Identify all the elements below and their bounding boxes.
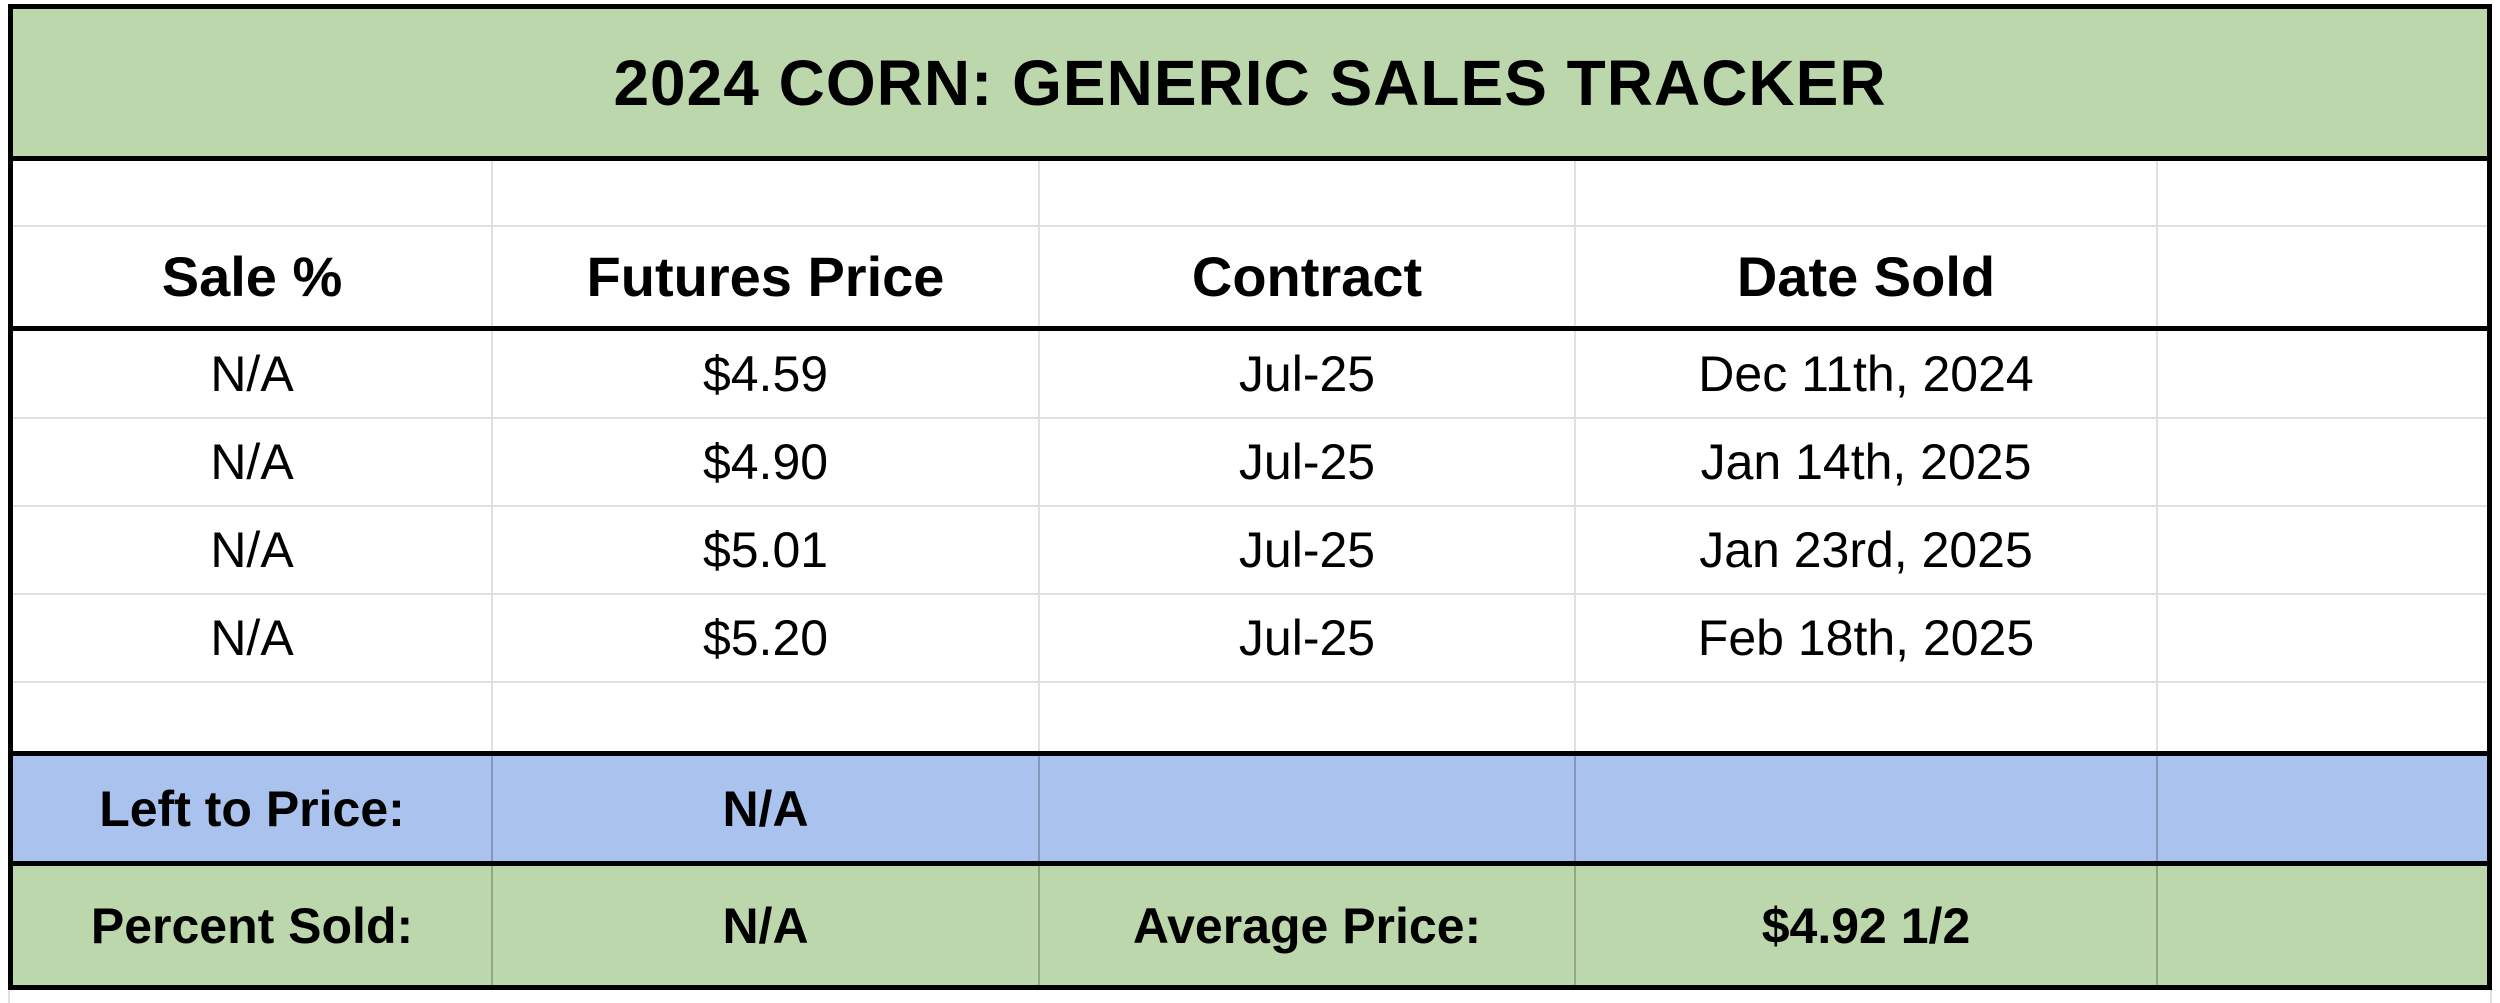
spacer-row bbox=[13, 161, 2487, 227]
average-price-value[interactable]: $4.92 1/2 bbox=[1576, 866, 2158, 985]
empty-cell[interactable] bbox=[2158, 683, 2487, 751]
column-header-futures-price[interactable]: Futures Price bbox=[493, 227, 1040, 326]
cell-sale-pct[interactable]: N/A bbox=[13, 595, 493, 683]
empty-cell[interactable] bbox=[493, 683, 1040, 751]
empty-cell[interactable] bbox=[2158, 507, 2487, 595]
empty-cell[interactable] bbox=[1576, 756, 2158, 861]
empty-cell[interactable] bbox=[1576, 161, 2158, 227]
cell-contract[interactable]: Jul-25 bbox=[1040, 331, 1576, 419]
empty-cell[interactable] bbox=[2158, 756, 2487, 861]
cell-contract[interactable]: Jul-25 bbox=[1040, 419, 1576, 507]
average-price-label[interactable]: Average Price: bbox=[1040, 866, 1576, 985]
cell-futures-price[interactable]: $5.01 bbox=[493, 507, 1040, 595]
left-to-price-value[interactable]: N/A bbox=[493, 756, 1040, 861]
empty-cell[interactable] bbox=[2158, 419, 2487, 507]
empty-cell[interactable] bbox=[13, 683, 493, 751]
cell-futures-price[interactable]: $4.90 bbox=[493, 419, 1040, 507]
header-row: Sale % Futures Price Contract Date Sold bbox=[13, 227, 2487, 331]
cell-date-sold[interactable]: Jan 14th, 2025 bbox=[1576, 419, 2158, 507]
empty-cell[interactable] bbox=[2158, 331, 2487, 419]
empty-cell[interactable] bbox=[1040, 756, 1576, 861]
empty-cell[interactable] bbox=[1040, 161, 1576, 227]
cell-sale-pct[interactable]: N/A bbox=[13, 419, 493, 507]
empty-cell[interactable] bbox=[1040, 683, 1576, 751]
cell-futures-price[interactable]: $4.59 bbox=[493, 331, 1040, 419]
cell-futures-price[interactable]: $5.20 bbox=[493, 595, 1040, 683]
left-to-price-label[interactable]: Left to Price: bbox=[13, 756, 493, 861]
percent-sold-value[interactable]: N/A bbox=[493, 866, 1040, 985]
percent-sold-row: Percent Sold: N/A Average Price: $4.92 1… bbox=[13, 866, 2487, 985]
table-row: N/A $5.20 Jul-25 Feb 18th, 2025 bbox=[13, 595, 2487, 683]
table-title-row: 2024 CORN: GENERIC SALES TRACKER bbox=[13, 9, 2487, 161]
column-header-date-sold[interactable]: Date Sold bbox=[1576, 227, 2158, 326]
cell-date-sold[interactable]: Jan 23rd, 2025 bbox=[1576, 507, 2158, 595]
empty-cell[interactable] bbox=[493, 161, 1040, 227]
cell-date-sold[interactable]: Dec 11th, 2024 bbox=[1576, 331, 2158, 419]
empty-cell[interactable] bbox=[2158, 595, 2487, 683]
cell-date-sold[interactable]: Feb 18th, 2025 bbox=[1576, 595, 2158, 683]
table-row: N/A $4.90 Jul-25 Jan 14th, 2025 bbox=[13, 419, 2487, 507]
empty-cell[interactable] bbox=[1576, 683, 2158, 751]
left-to-price-row: Left to Price: N/A bbox=[13, 751, 2487, 866]
empty-cell[interactable] bbox=[2158, 161, 2487, 227]
sales-tracker-table: 2024 CORN: GENERIC SALES TRACKER Sale % … bbox=[8, 4, 2492, 990]
cell-sale-pct[interactable]: N/A bbox=[13, 507, 493, 595]
cell-contract[interactable]: Jul-25 bbox=[1040, 595, 1576, 683]
gridline-stub bbox=[2490, 990, 2492, 1003]
spacer-row bbox=[13, 683, 2487, 751]
table-row: N/A $4.59 Jul-25 Dec 11th, 2024 bbox=[13, 331, 2487, 419]
empty-cell[interactable] bbox=[13, 161, 493, 227]
table-row: N/A $5.01 Jul-25 Jan 23rd, 2025 bbox=[13, 507, 2487, 595]
page-title: 2024 CORN: GENERIC SALES TRACKER bbox=[613, 46, 1887, 119]
column-header-contract[interactable]: Contract bbox=[1040, 227, 1576, 326]
gridline-stub bbox=[8, 990, 10, 1003]
column-header-empty[interactable] bbox=[2158, 227, 2487, 326]
percent-sold-label[interactable]: Percent Sold: bbox=[13, 866, 493, 985]
column-header-sale-pct[interactable]: Sale % bbox=[13, 227, 493, 326]
cell-contract[interactable]: Jul-25 bbox=[1040, 507, 1576, 595]
cell-sale-pct[interactable]: N/A bbox=[13, 331, 493, 419]
empty-cell[interactable] bbox=[2158, 866, 2487, 985]
